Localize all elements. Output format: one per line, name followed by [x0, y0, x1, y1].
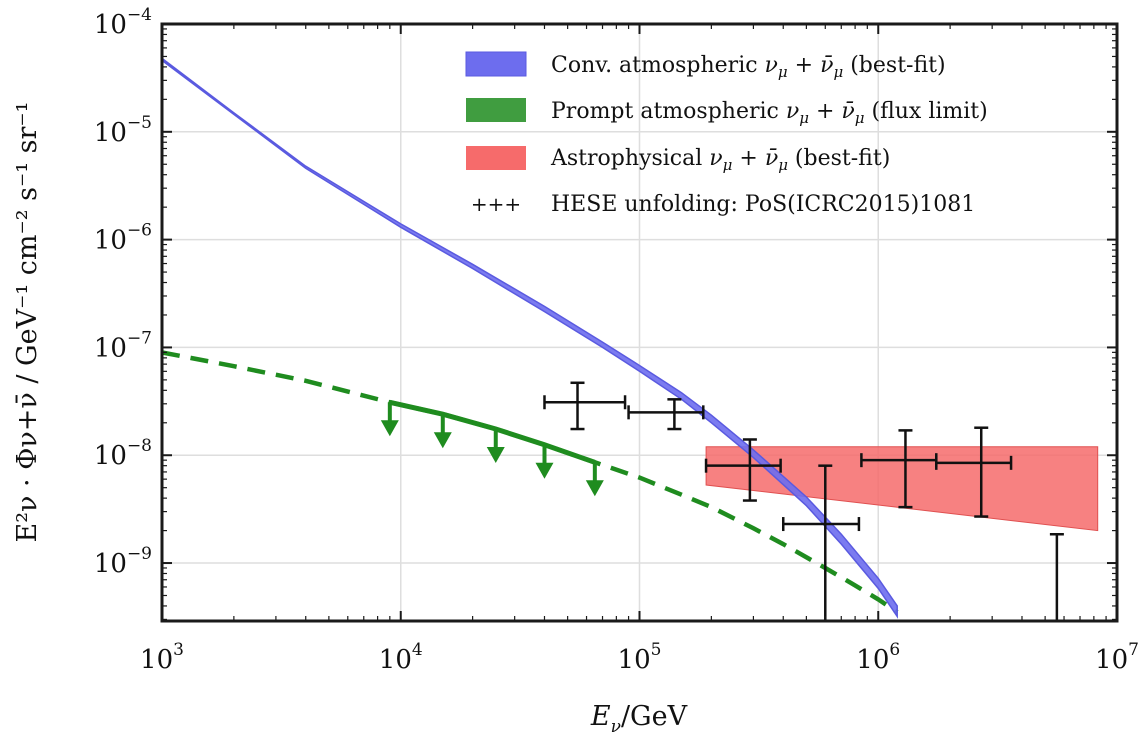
- legend: Conv. atmospheric νμ + ν̄μ (best-fit) Pr…: [465, 51, 988, 217]
- y-tick-label: 10−7: [94, 328, 152, 363]
- legend-label-astro-suffix: (best-fit): [788, 146, 890, 171]
- hese-data-point: [1049, 532, 1064, 621]
- prompt-limit-arrow-head: [535, 462, 554, 479]
- y-tick-label-base: 10: [94, 441, 127, 471]
- x-axis-label-sub: ν: [611, 717, 621, 737]
- legend-label-conv-text: Conv. atmospheric: [551, 53, 765, 78]
- y-tick-label-base: 10: [94, 118, 127, 148]
- y-tick-label-base: 10: [94, 226, 127, 256]
- x-tick-label: 105: [618, 640, 662, 675]
- conventional-flux-band: [162, 57, 898, 619]
- y-tick-label-exp: −7: [127, 328, 152, 348]
- legend-label-conv: Conv. atmospheric νμ + ν̄μ (best-fit): [551, 53, 946, 81]
- legend-label-prompt: Prompt atmospheric νμ + ν̄μ (flux limit): [551, 99, 988, 127]
- x-tick-label: 104: [379, 640, 423, 675]
- y-tick-label-exp: −6: [127, 221, 152, 241]
- legend-plus: +: [788, 53, 820, 78]
- y-tick-label-exp: −8: [127, 436, 152, 456]
- legend-plus: +: [732, 146, 764, 171]
- prompt-limit-arrow-head: [380, 420, 399, 437]
- x-tick-label-exp: 7: [1128, 640, 1139, 660]
- x-tick-label-base: 10: [618, 645, 651, 675]
- legend-swatch-conv: [465, 51, 527, 77]
- x-tick-label-base: 10: [856, 645, 889, 675]
- hese-data-point: [704, 438, 782, 502]
- legend-label-astro-text: Astrophysical: [550, 146, 709, 171]
- legend-marker-hese: +++: [471, 192, 521, 216]
- legend-mu-sub: μ: [723, 156, 733, 174]
- x-tick-label-exp: 6: [889, 640, 900, 660]
- y-tick-label: 10−5: [94, 113, 152, 148]
- legend-mu-sub: μ: [778, 63, 788, 81]
- hese-data-point: [781, 464, 861, 621]
- legend-plus: +: [809, 99, 841, 124]
- legend-swatch-astro: [466, 146, 526, 170]
- legend-mu-sub: μ: [855, 109, 865, 127]
- legend-swatch-prompt: [466, 98, 526, 122]
- x-axis-label: Eν/GeV: [590, 701, 688, 737]
- y-tick-label-base: 10: [94, 10, 127, 40]
- legend-nubar-symbol: ν̄: [820, 53, 833, 78]
- x-tick-label-exp: 3: [173, 640, 184, 660]
- legend-label-astro: Astrophysical νμ + ν̄μ (best-fit): [550, 146, 890, 174]
- legend-nu-symbol: ν: [765, 53, 778, 78]
- x-tick-label-exp: 4: [412, 640, 423, 660]
- x-axis-label-unit: /GeV: [621, 701, 688, 732]
- y-tick-label-exp: −5: [127, 113, 152, 133]
- x-tick-label: 107: [1095, 640, 1139, 675]
- x-tick-label: 103: [140, 640, 184, 675]
- prompt-limit-arrow-head: [486, 447, 505, 464]
- x-tick-label: 106: [856, 640, 900, 675]
- hese-data-point: [627, 398, 705, 431]
- legend-label-prompt-suffix: (flux limit): [865, 99, 988, 124]
- prompt-flux-dashed-line: [162, 350, 899, 615]
- hese-data-point: [935, 426, 1013, 518]
- prompt-limit-arrow-head: [585, 480, 604, 497]
- legend-mu-sub: μ: [799, 109, 809, 127]
- y-tick-label: 10−8: [94, 436, 152, 471]
- data-layer: [162, 57, 1099, 621]
- x-tick-label-base: 10: [140, 645, 173, 675]
- legend-nu-symbol: ν: [786, 99, 799, 124]
- legend-label-prompt-text: Prompt atmospheric: [551, 99, 786, 124]
- legend-mu-sub: μ: [778, 156, 788, 174]
- x-tick-label-exp: 5: [651, 640, 662, 660]
- x-tick-label-base: 10: [379, 645, 412, 675]
- legend-nubar-symbol: ν̄: [841, 99, 854, 124]
- y-tick-label-exp: −9: [127, 544, 152, 564]
- y-tick-label: 10−4: [94, 5, 152, 40]
- hese-data-point: [543, 381, 627, 431]
- legend-nu-symbol: ν: [709, 146, 722, 171]
- legend-nubar-symbol: ν̄: [765, 146, 778, 171]
- y-tick-label-base: 10: [94, 333, 127, 363]
- x-axis-label-symbol: E: [590, 701, 611, 732]
- legend-mu-sub: μ: [833, 63, 843, 81]
- y-axis-label: E²ν · Φν+ν̄ / GeV⁻¹ cm⁻² s⁻¹ sr⁻¹: [12, 102, 43, 543]
- prompt-limit-arrow-head: [433, 432, 452, 449]
- y-tick-label: 10−6: [94, 221, 152, 256]
- legend-label-conv-suffix: (best-fit): [843, 53, 945, 78]
- prompt-flux-limit-line: [389, 399, 596, 465]
- y-tick-label: 10−9: [94, 544, 152, 579]
- y-tick-label-exp: −4: [127, 5, 152, 25]
- y-tick-label-base: 10: [94, 549, 127, 579]
- legend-label-hese: HESE unfolding: PoS(ICRC2015)1081: [551, 192, 975, 217]
- x-tick-label-base: 10: [1095, 645, 1128, 675]
